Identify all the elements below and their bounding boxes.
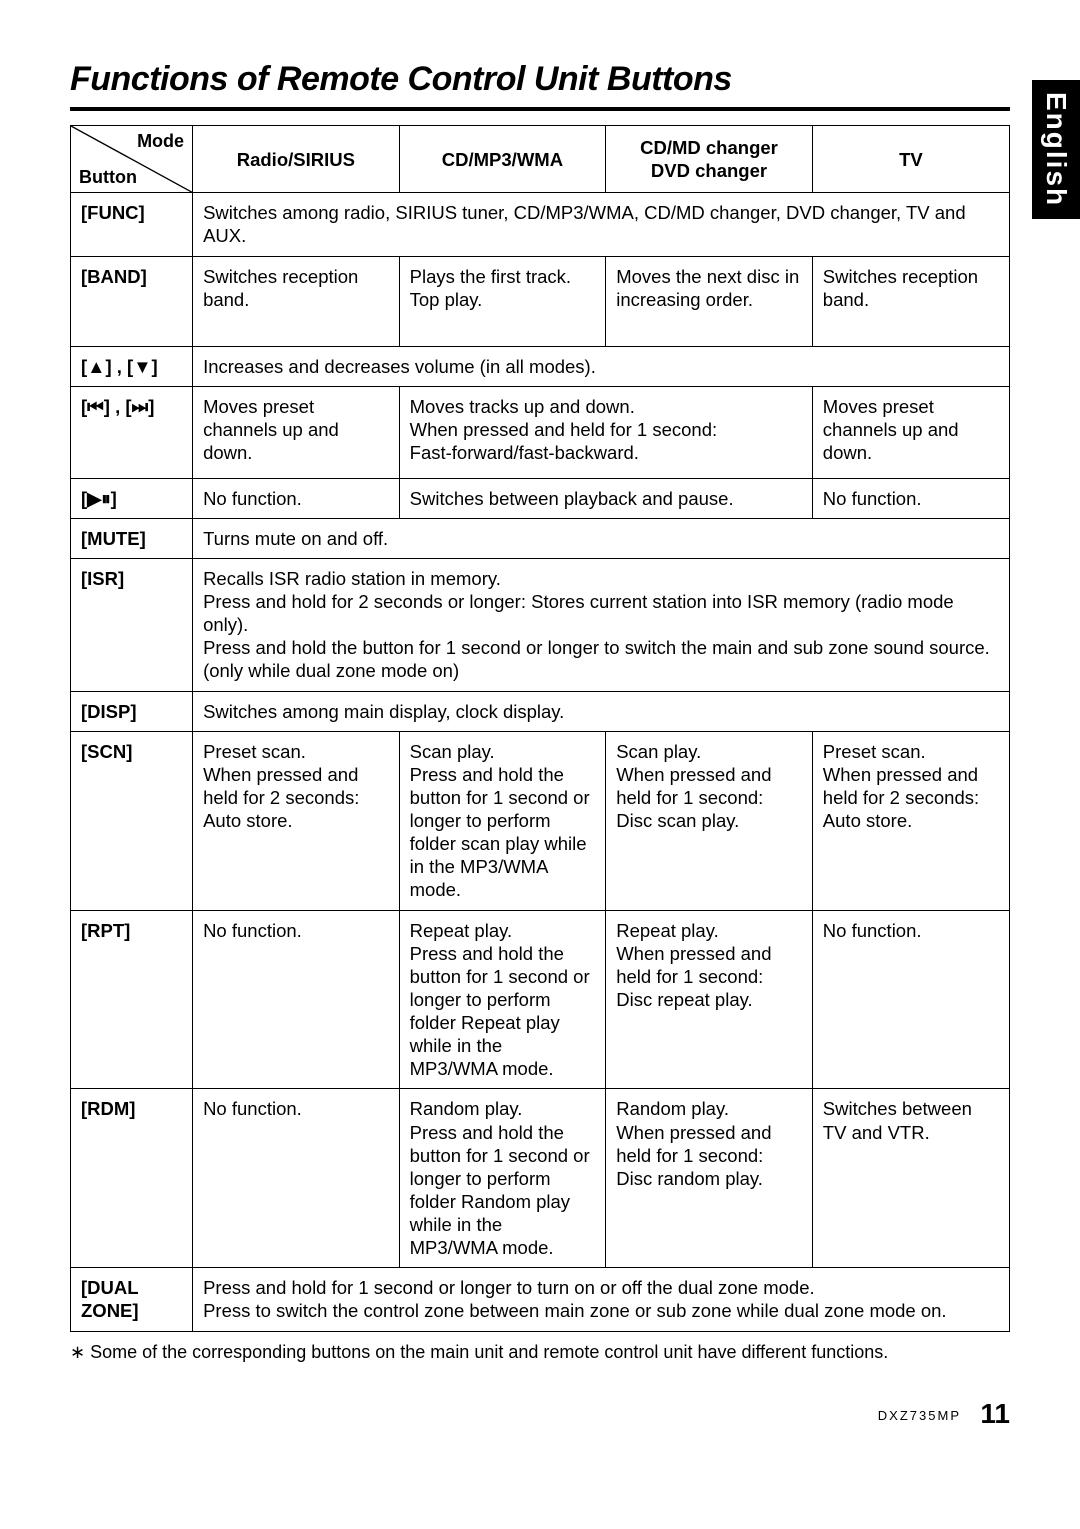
label-scn: [SCN] [71, 731, 193, 910]
page-footer: DXZ735MP 11 [878, 1398, 1010, 1430]
page-number: 11 [980, 1398, 1010, 1429]
language-tab: English [1032, 80, 1080, 219]
cell-dualzone-span: Press and hold for 1 second or longer to… [193, 1268, 1010, 1331]
label-band: [BAND] [71, 256, 193, 346]
cell-rdm-tv: Switches between TV and VTR. [812, 1089, 1009, 1268]
label-rpt: [RPT] [71, 910, 193, 1089]
row-updown: [▲] , [▼] Increases and decreases volume… [71, 346, 1010, 386]
cell-rdm-radio: No function. [193, 1089, 400, 1268]
row-dualzone: [DUAL ZONE] Press and hold for 1 second … [71, 1268, 1010, 1331]
cell-playpause-tv: No function. [812, 478, 1009, 518]
table-header-row: Mode Button Radio/SIRIUS CD/MP3/WMA CD/M… [71, 126, 1010, 193]
row-playpause: [▶⏸] No function. Switches between playb… [71, 478, 1010, 518]
cell-rdm-cd: Random play. Press and hold the button f… [399, 1089, 606, 1268]
cell-prevnext-radio: Moves preset channels up and down. [193, 386, 400, 478]
cell-prevnext-tv: Moves preset channels up and down. [812, 386, 1009, 478]
cell-scn-cd: Scan play. Press and hold the button for… [399, 731, 606, 910]
row-rdm: [RDM] No function. Random play. Press an… [71, 1089, 1010, 1268]
header-mode-label: Mode [137, 130, 184, 153]
header-changer-line1: CD/MD changer [640, 137, 778, 158]
cell-rpt-tv: No function. [812, 910, 1009, 1089]
row-prevnext: [⏮] , [⏭] Moves preset channels up and d… [71, 386, 1010, 478]
cell-mute-span: Turns mute on and off. [193, 518, 1010, 558]
cell-isr-span: Recalls ISR radio station in memory. Pre… [193, 558, 1010, 691]
label-mute: [MUTE] [71, 518, 193, 558]
header-diagonal: Mode Button [71, 126, 193, 193]
heading-rule [70, 107, 1010, 111]
row-mute: [MUTE] Turns mute on and off. [71, 518, 1010, 558]
row-scn: [SCN] Preset scan. When pressed and held… [71, 731, 1010, 910]
model-number: DXZ735MP [878, 1408, 961, 1423]
label-func: [FUNC] [71, 193, 193, 256]
label-updown: [▲] , [▼] [71, 346, 193, 386]
cell-band-radio: Switches reception band. [193, 256, 400, 346]
footnote: ∗ Some of the corresponding buttons on t… [70, 1342, 1010, 1363]
label-dualzone: [DUAL ZONE] [71, 1268, 193, 1331]
cell-scn-tv: Preset scan. When pressed and held for 2… [812, 731, 1009, 910]
cell-scn-radio: Preset scan. When pressed and held for 2… [193, 731, 400, 910]
row-disp: [DISP] Switches among main display, cloc… [71, 691, 1010, 731]
row-band: [BAND] Switches reception band. Plays th… [71, 256, 1010, 346]
label-isr: [ISR] [71, 558, 193, 691]
header-button-label: Button [79, 166, 137, 189]
cell-rpt-cd: Repeat play. Press and hold the button f… [399, 910, 606, 1089]
cell-playpause-radio: No function. [193, 478, 400, 518]
label-rdm: [RDM] [71, 1089, 193, 1268]
functions-table: Mode Button Radio/SIRIUS CD/MP3/WMA CD/M… [70, 125, 1010, 1332]
header-cd: CD/MP3/WMA [399, 126, 606, 193]
label-disp: [DISP] [71, 691, 193, 731]
header-changer: CD/MD changer DVD changer [606, 126, 813, 193]
header-changer-line2: DVD changer [651, 160, 767, 181]
cell-disp-span: Switches among main display, clock displ… [193, 691, 1010, 731]
cell-band-cd: Plays the first track. Top play. [399, 256, 606, 346]
cell-prevnext-cd-changer: Moves tracks up and down. When pressed a… [399, 386, 812, 478]
label-prevnext: [⏮] , [⏭] [71, 386, 193, 478]
cell-band-tv: Switches reception band. [812, 256, 1009, 346]
header-tv: TV [812, 126, 1009, 193]
cell-rpt-radio: No function. [193, 910, 400, 1089]
cell-func-span: Switches among radio, SIRIUS tuner, CD/M… [193, 193, 1010, 256]
page-title: Functions of Remote Control Unit Buttons [70, 60, 1010, 99]
cell-updown-span: Increases and decreases volume (in all m… [193, 346, 1010, 386]
manual-page: English Functions of Remote Control Unit… [0, 0, 1080, 1470]
row-isr: [ISR] Recalls ISR radio station in memor… [71, 558, 1010, 691]
row-func: [FUNC] Switches among radio, SIRIUS tune… [71, 193, 1010, 256]
row-rpt: [RPT] No function. Repeat play. Press an… [71, 910, 1010, 1089]
label-dualzone-l1: [DUAL [81, 1277, 139, 1298]
cell-band-changer: Moves the next disc in increasing order. [606, 256, 813, 346]
header-radio: Radio/SIRIUS [193, 126, 400, 193]
cell-rdm-changer: Random play. When pressed and held for 1… [606, 1089, 813, 1268]
label-dualzone-l2: ZONE] [81, 1300, 139, 1321]
cell-playpause-cd-changer: Switches between playback and pause. [399, 478, 812, 518]
label-playpause: [▶⏸] [71, 478, 193, 518]
cell-scn-changer: Scan play. When pressed and held for 1 s… [606, 731, 813, 910]
cell-rpt-changer: Repeat play. When pressed and held for 1… [606, 910, 813, 1089]
